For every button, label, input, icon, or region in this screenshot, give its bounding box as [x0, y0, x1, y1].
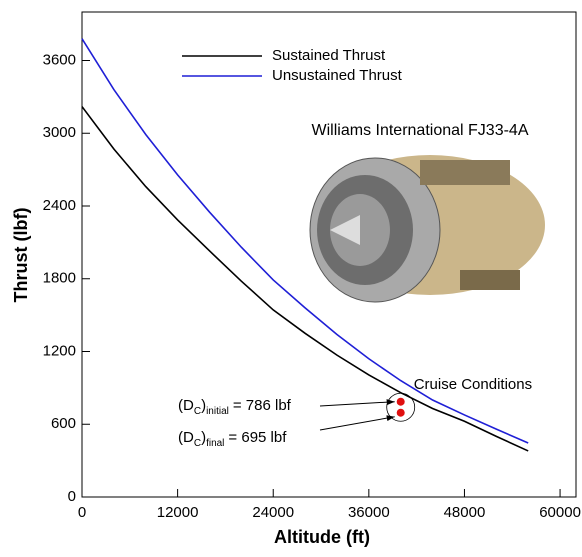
annotation-arrow [319, 415, 395, 431]
annotation-arrow [319, 399, 395, 407]
plot-frame [81, 11, 577, 498]
x-tick-label: 12000 [157, 504, 199, 521]
annotation-part: C [194, 406, 201, 417]
annotation-part: ) [201, 429, 206, 446]
series-line [81, 106, 529, 452]
annotation-part: = 786 lbf [233, 397, 292, 414]
y-tick-label: 0 [68, 488, 76, 505]
annotation-part: (D [178, 397, 194, 414]
legend-label: Unsustained Thrust [272, 67, 403, 84]
x-tick-label: 48000 [444, 504, 486, 521]
cruise-point [396, 408, 405, 417]
cruise-ring [386, 392, 416, 422]
y-axis-label: Thrust (lbf) [11, 208, 31, 303]
x-tick-label: 24000 [252, 504, 294, 521]
annotation-part: final [206, 438, 224, 449]
cruise-label: Cruise Conditions [414, 376, 532, 393]
cruise-point [396, 397, 405, 406]
annotation: (DC)initial = 786 lbf [178, 397, 292, 417]
annotation-part: (D [178, 429, 194, 446]
annotation-part: initial [206, 406, 229, 417]
image-caption: Williams International FJ33-4A [312, 122, 529, 139]
annotation-part: C [194, 438, 201, 449]
x-axis-label: Altitude (ft) [274, 527, 370, 547]
y-tick-label: 3000 [43, 124, 76, 141]
engine-image [309, 155, 545, 303]
annotation-part: = 695 lbf [228, 429, 287, 446]
annotation-part: ) [201, 397, 206, 414]
y-tick-label: 3600 [43, 51, 76, 68]
y-tick-label: 1800 [43, 270, 76, 287]
y-tick-label: 1200 [43, 342, 76, 359]
x-tick-label: 60000 [539, 504, 581, 521]
x-tick-label: 36000 [348, 504, 390, 521]
legend-label: Sustained Thrust [272, 47, 386, 64]
y-tick-label: 600 [51, 415, 76, 432]
series-line [81, 38, 529, 444]
annotation: (DC)final = 695 lbf [178, 429, 287, 449]
x-tick-label: 0 [78, 504, 86, 521]
y-tick-label: 2400 [43, 197, 76, 214]
